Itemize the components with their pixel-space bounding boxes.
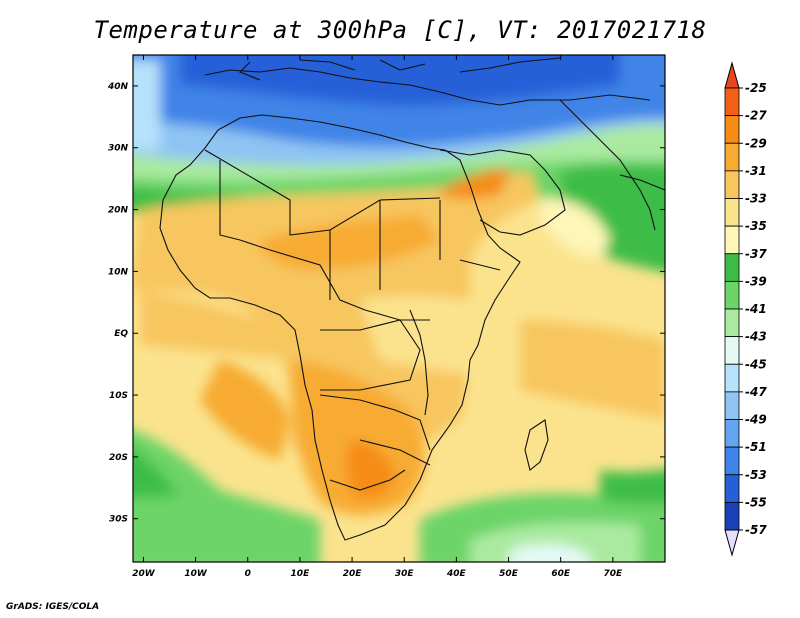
colorbar-segment [724, 115, 740, 144]
colorbar-segment [724, 225, 740, 255]
colorbar-segment [724, 198, 740, 227]
lon-tick-label: 70E [603, 569, 623, 579]
colorbar-segment [724, 280, 740, 310]
colorbar-segment [724, 419, 740, 448]
lon-tick-label: 20E [343, 569, 363, 579]
coastlines [159, 57, 665, 541]
longitude-ticks: 20W 10W 0 10E 20E 30E 40E 50E 60E 70E [132, 55, 623, 579]
colorbar-label: -55 [745, 495, 767, 509]
colorbar: -25 -27 -29 -31 -33 -35 -37 -39 -41 -43 -45 -47 -49 -… [724, 61, 767, 557]
colorbar-segment [724, 501, 740, 531]
lat-tick-label: 30N [108, 144, 129, 154]
colorbar-label: -57 [745, 523, 767, 537]
colorbar-label: -53 [745, 468, 767, 482]
grads-credit: GrADS: IGES/COLA [6, 602, 100, 612]
lat-tick-label: 10N [108, 267, 129, 277]
colorbar-label: -47 [745, 385, 767, 399]
colorbar-label: -29 [745, 136, 767, 150]
lon-tick-label: 0 [245, 569, 251, 579]
colorbar-label: -31 [745, 164, 767, 178]
lat-tick-label: EQ [114, 329, 128, 339]
lon-tick-label: 20W [132, 569, 156, 579]
colorbar-label: -51 [745, 440, 767, 454]
lon-tick-label: 30E [395, 569, 415, 579]
colorbar-segment [724, 253, 740, 282]
latitude-ticks: 40N 30N 20N 10N EQ 10S 20S 30S [107, 82, 665, 525]
colorbar-label: -49 [745, 413, 767, 427]
lon-tick-label: 50E [499, 569, 519, 579]
colorbar-segment [724, 87, 740, 117]
temperature-field [133, 55, 665, 562]
colorbar-label: -41 [745, 302, 767, 316]
colorbar-label: -33 [745, 192, 767, 206]
colorbar-segment [724, 363, 740, 393]
colorbar-bottom-arrow [724, 529, 740, 557]
lat-tick-label: 30S [109, 515, 128, 525]
lat-tick-label: 10S [109, 391, 128, 401]
colorbar-segment [724, 142, 740, 172]
colorbar-segment [724, 391, 740, 420]
colorbar-label: -43 [745, 330, 767, 344]
colorbar-segment [724, 336, 740, 365]
colorbar-label: -25 [745, 81, 767, 95]
colorbar-label: -37 [745, 247, 767, 261]
lat-tick-label: 40N [107, 82, 129, 92]
lon-tick-label: 60E [551, 569, 571, 579]
colorbar-top-arrow [724, 61, 740, 89]
lon-tick-label: 40E [446, 569, 467, 579]
colorbar-label: -35 [745, 219, 767, 233]
lon-tick-label: 10E [291, 569, 311, 579]
colorbar-segment [724, 170, 740, 199]
map-title: Temperature at 300hPa [C], VT: 201702171… [93, 16, 707, 44]
lat-tick-label: 20N [108, 206, 129, 216]
colorbar-segment [724, 308, 740, 338]
colorbar-segment [724, 446, 740, 476]
colorbar-label: -39 [745, 274, 767, 288]
colorbar-segment [724, 474, 740, 503]
colorbar-label: -27 [745, 109, 767, 123]
lon-tick-label: 10W [184, 569, 208, 579]
lat-tick-label: 20S [109, 453, 128, 463]
colorbar-label: -45 [745, 357, 767, 371]
